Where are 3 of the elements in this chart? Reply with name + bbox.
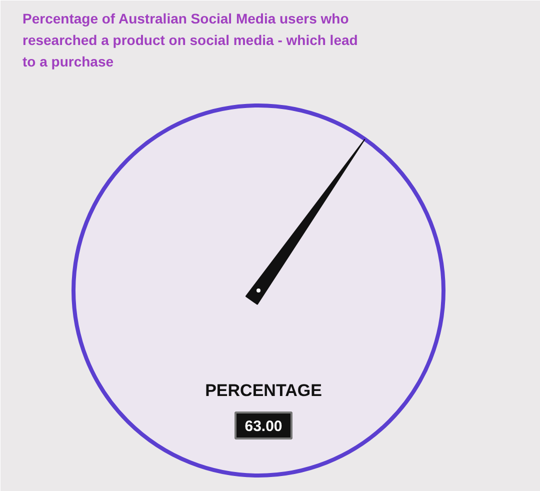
text: Percentage of Australian Social Media users who researched a product on social media - which lead to a purchase — [22, 10, 358, 70]
category-label: PERCENTAGE — [205, 381, 322, 400]
data-label: 63.00 — [244, 418, 282, 435]
